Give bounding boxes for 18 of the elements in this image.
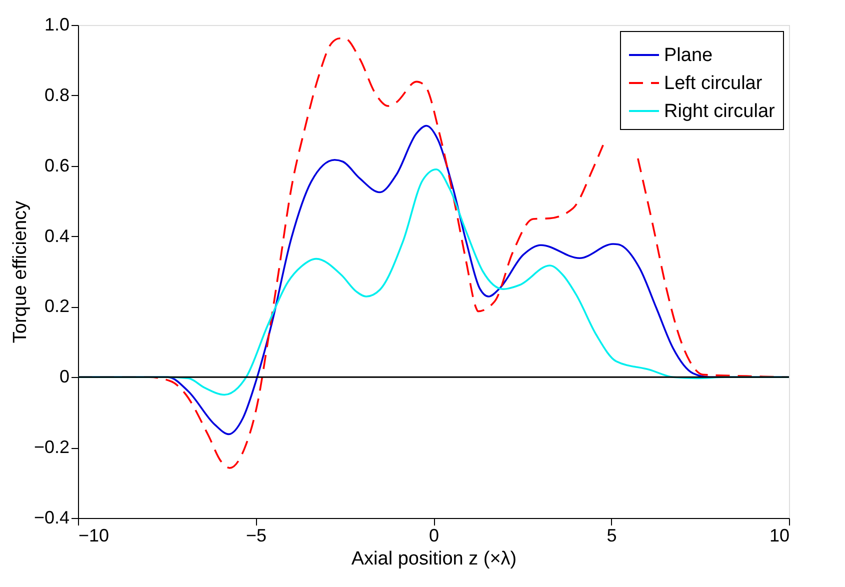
legend-label: Right circular <box>664 101 776 122</box>
y-axis-title: Torque efficiency <box>10 200 31 344</box>
y-tick-label: 1.0 <box>44 14 70 34</box>
x-tick-label: 10 <box>769 526 790 546</box>
y-tick-label: 0.4 <box>44 226 70 246</box>
y-tick-label: 0 <box>59 366 70 387</box>
legend-label: Plane <box>664 45 713 66</box>
y-tick-label: −0.2 <box>34 437 70 458</box>
x-tick-label: −10 <box>78 526 110 546</box>
y-tick-label: 0.6 <box>44 155 70 176</box>
y-tick-label: 0.2 <box>44 296 70 316</box>
y-tick-label: 0.8 <box>44 84 70 105</box>
x-tick-label: 0 <box>428 526 440 546</box>
x-axis-title: Axial position z (×λ) <box>351 548 517 570</box>
legend-label: Left circular <box>664 73 763 94</box>
x-tick-label: −5 <box>246 526 267 546</box>
x-tick-label: 5 <box>606 526 617 546</box>
y-tick-label: −0.4 <box>34 508 70 528</box>
